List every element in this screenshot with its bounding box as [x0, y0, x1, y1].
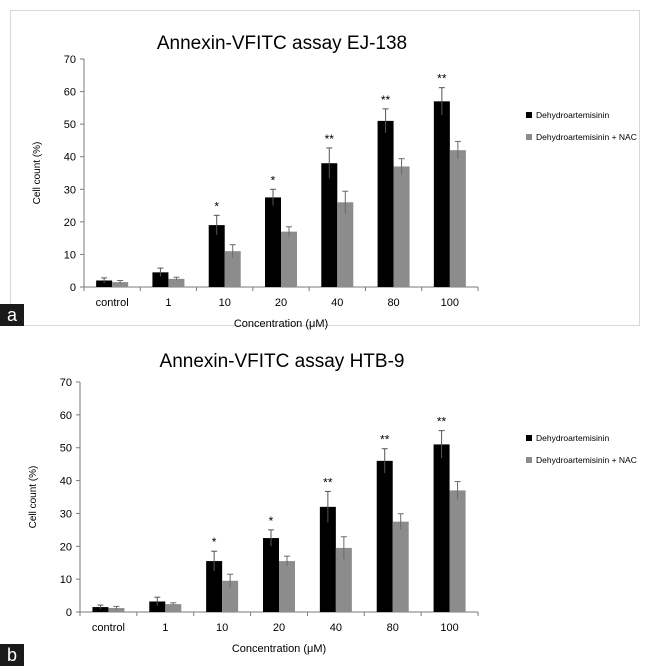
x-tick-label: 40 [330, 622, 342, 634]
x-tick-label: 20 [275, 297, 287, 309]
legend-label: Dehydroartemisinin [536, 110, 609, 120]
bar [393, 166, 410, 287]
y-tick-label: 50 [64, 119, 76, 131]
y-tick-label: 40 [64, 152, 76, 164]
panel-b: Annexin-VFITC assay HTB-9 0 10 20 30 40 50 60 70… [0, 333, 652, 666]
x-tick-label: control [92, 622, 125, 634]
legend-label: Dehydroartemisinin + NAC [536, 132, 637, 142]
significance-marker: ** [325, 132, 335, 146]
bar [224, 251, 241, 287]
significance-marker: ** [437, 415, 447, 429]
chart-htb-9: Annexin-VFITC assay HTB-9 0 10 20 30 40 50 60 70… [28, 351, 637, 655]
x-tick-label: 40 [331, 297, 343, 309]
bar [208, 225, 225, 287]
bar [279, 561, 295, 612]
legend-swatch [526, 457, 532, 463]
bar [206, 561, 223, 612]
x-tick-label: 100 [441, 297, 459, 309]
y-tick-label: 60 [64, 87, 76, 99]
x-tick-label: 100 [440, 622, 458, 634]
legend-swatch [526, 134, 532, 140]
x-tick-label: 10 [219, 297, 231, 309]
bar [96, 280, 113, 287]
significance-marker: ** [381, 93, 391, 107]
bar [112, 282, 129, 287]
y-tick-label: 30 [64, 184, 76, 196]
panel-label: b [0, 644, 24, 666]
x-tick-label: 1 [162, 622, 168, 634]
significance-marker: * [271, 173, 276, 187]
y-axis-label: Cell count (%) [32, 142, 43, 205]
legend-swatch [526, 112, 532, 118]
bar [152, 272, 169, 287]
bar [449, 490, 466, 612]
x-tick-label: 80 [387, 297, 399, 309]
chart-title: Annexin-VFITC assay HTB-9 [160, 351, 405, 372]
legend-label: Dehydroartemisinin + NAC [536, 455, 637, 465]
x-tick-label: 20 [273, 622, 285, 634]
bar [433, 444, 450, 612]
bar [92, 607, 109, 612]
bar [376, 460, 393, 612]
bar [433, 101, 450, 287]
significance-marker: * [214, 199, 219, 213]
bar [281, 231, 297, 287]
x-axis-label: Concentration (μM) [232, 643, 326, 655]
bar [392, 521, 409, 612]
y-tick-label: 30 [60, 508, 72, 520]
x-tick-label: 80 [387, 622, 399, 634]
chart-title: Annexin-VFITC assay EJ-138 [157, 33, 407, 54]
legend-label: Dehydroartemisinin [536, 433, 609, 443]
panel-frame [10, 10, 640, 326]
panel-label: a [0, 304, 24, 326]
bar [263, 538, 279, 612]
y-tick-label: 40 [60, 476, 72, 488]
bar [319, 506, 336, 612]
y-tick-label: 50 [60, 443, 72, 455]
significance-marker: ** [323, 475, 333, 489]
x-tick-label: 1 [165, 297, 171, 309]
bar [168, 278, 185, 287]
x-tick-label: 10 [216, 622, 228, 634]
x-axis-label: Concentration (μM) [234, 318, 328, 330]
significance-marker: ** [380, 433, 390, 447]
bar [335, 547, 352, 612]
significance-marker: * [269, 514, 274, 528]
bar [165, 604, 182, 612]
legend-swatch [526, 435, 532, 441]
y-tick-label: 20 [64, 217, 76, 229]
y-tick-label: 20 [60, 541, 72, 553]
significance-marker: * [212, 535, 217, 549]
y-tick-label: 60 [60, 410, 72, 422]
y-tick-label: 70 [60, 377, 72, 389]
significance-marker: ** [437, 72, 447, 86]
bar [108, 608, 125, 612]
y-tick-label: 0 [66, 607, 72, 619]
bar [222, 580, 239, 612]
bar [321, 163, 338, 287]
y-tick-label: 10 [60, 574, 72, 586]
y-tick-label: 0 [70, 282, 76, 294]
panel-a: Annexin-VFITC assay EJ-138 0 10 20 30 40 50 60 7… [0, 10, 640, 330]
y-axis-label: Cell count (%) [28, 466, 39, 529]
x-tick-label: control [96, 297, 129, 309]
chart-ej-138: Annexin-VFITC assay EJ-138 0 10 20 30 40 50 60 7… [32, 33, 637, 330]
y-tick-label: 70 [64, 54, 76, 66]
bar [265, 197, 281, 287]
bar [449, 150, 466, 287]
y-tick-label: 10 [64, 249, 76, 261]
bar [337, 202, 354, 287]
bar [149, 601, 166, 612]
bar [377, 120, 394, 287]
